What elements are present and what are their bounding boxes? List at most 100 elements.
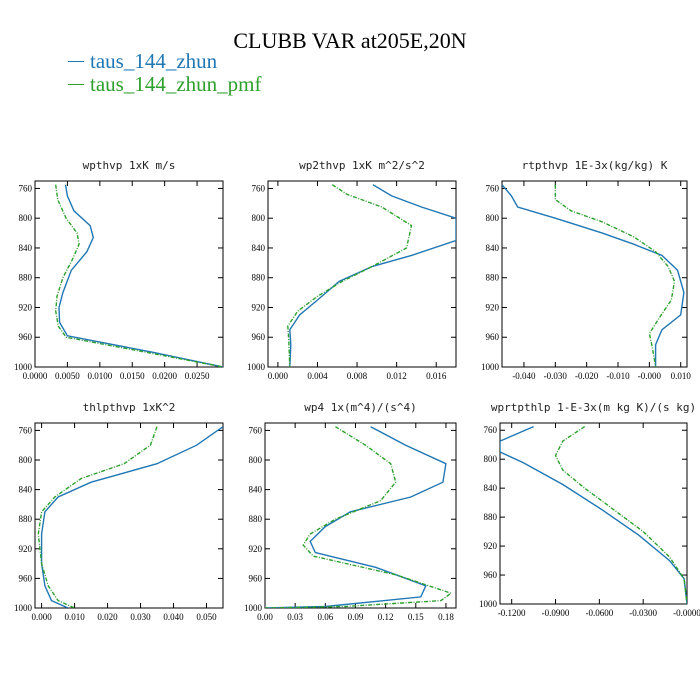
legend-swatch-zhun	[68, 61, 84, 62]
x-tick-label: -0.0600	[585, 608, 613, 618]
y-tick-label: 920	[484, 541, 498, 551]
y-tick-label: 800	[19, 213, 33, 223]
x-tick-label: -0.0300	[629, 608, 657, 618]
legend-entry-pmf: taus_144_zhun_pmf	[68, 73, 261, 96]
y-tick-label: 1000	[244, 603, 263, 613]
y-tick-label: 840	[486, 243, 500, 253]
y-tick-label: 920	[19, 302, 33, 312]
x-tick-label: 0.03	[287, 612, 303, 622]
series-line-pmf	[554, 184, 676, 367]
x-tick-label: 0.010	[64, 612, 85, 622]
chart-main-title: CLUBB VAR at205E,20N	[233, 28, 467, 53]
y-tick-label: 880	[486, 273, 500, 283]
y-tick-label: 1000	[14, 362, 33, 372]
x-tick-label: -0.020	[575, 371, 599, 381]
y-tick-label: 1000	[14, 603, 33, 613]
x-tick-label: 0.012	[387, 371, 407, 381]
y-tick-label: 760	[486, 183, 500, 193]
legend-label-pmf: taus_144_zhun_pmf	[90, 72, 262, 96]
y-tick-label: 920	[19, 544, 33, 554]
panel-6: wprtpthlp 1-E-3x(m kg K)/(s kg) 760 800 840…	[479, 401, 700, 618]
y-tick-label: 1000	[247, 362, 266, 372]
y-tick-label: 1000	[479, 599, 498, 609]
series-line-zhun	[265, 426, 447, 608]
x-tick-label: 0.000	[268, 371, 289, 381]
x-tick-label: 0.12	[378, 612, 394, 622]
legend: taus_144_zhun taus_144_zhun_pmf	[68, 50, 261, 96]
series-line-pmf	[554, 426, 687, 604]
panel-title: wp2thvp 1xK m^2/s^2	[299, 159, 425, 172]
y-tick-label: 960	[484, 570, 498, 580]
y-tick-label: 1000	[481, 362, 500, 372]
x-tick-label: 0.15	[408, 612, 424, 622]
y-tick-label: 840	[19, 485, 33, 495]
y-tick-label: 960	[249, 573, 263, 583]
plot-frame	[501, 180, 688, 368]
x-tick-label: 0.020	[97, 612, 118, 622]
y-tick-label: 760	[19, 425, 33, 435]
y-tick-label: 880	[252, 273, 266, 283]
series-line-pmf	[287, 184, 413, 367]
series-line-zhun	[500, 425, 687, 604]
x-tick-label: -0.040	[512, 371, 536, 381]
plot-frame	[267, 180, 457, 368]
x-tick-label: 0.010	[671, 371, 692, 381]
plot-frame	[34, 180, 224, 368]
y-tick-label: 800	[486, 213, 500, 223]
plot-frame	[34, 422, 224, 609]
x-tick-label: -0.1200	[498, 608, 526, 618]
panel-3: rtpthvp 1E-3x(kg/kg) K 760 800 840 880 920 960…	[481, 159, 691, 381]
x-tick-label: -0.0900	[542, 608, 570, 618]
y-tick-label: 800	[484, 454, 498, 464]
series-line-zhun	[40, 426, 223, 608]
y-tick-label: 920	[252, 302, 266, 312]
y-tick-label: 800	[19, 455, 33, 465]
x-tick-label: 0.050	[196, 612, 217, 622]
y-tick-label: 880	[249, 514, 263, 524]
legend-swatch-pmf	[68, 84, 84, 85]
x-tick-label: 0.004	[307, 371, 328, 381]
x-tick-label: 0.00	[257, 612, 273, 622]
y-tick-label: 760	[252, 183, 266, 193]
series-line-pmf	[37, 426, 158, 608]
legend-label-zhun: taus_144_zhun	[90, 49, 218, 73]
x-tick-label: 0.06	[317, 612, 333, 622]
x-tick-label: -0.000	[638, 371, 662, 381]
x-tick-label: 0.0200	[152, 371, 177, 381]
x-tick-label: 0.000	[31, 612, 52, 622]
panel-4: thlpthvp 1xK^2 760 800 840 880 920 960 10000.00…	[14, 401, 224, 622]
y-tick-label: 880	[19, 514, 33, 524]
series-line-zhun	[58, 184, 223, 367]
x-tick-label: -0.0000	[673, 608, 700, 618]
series-line-zhun	[502, 184, 685, 367]
x-tick-label: 0.0100	[87, 371, 112, 381]
y-tick-label: 760	[484, 425, 498, 435]
series-line-pmf	[265, 426, 453, 608]
panel-title: rtpthvp 1E-3x(kg/kg) K	[522, 159, 668, 172]
y-tick-label: 800	[252, 213, 266, 223]
legend-entry-zhun: taus_144_zhun	[68, 50, 261, 73]
y-tick-label: 880	[484, 512, 498, 522]
y-tick-label: 960	[19, 332, 33, 342]
y-tick-label: 960	[252, 332, 266, 342]
panel-2: wp2thvp 1xK m^2/s^2 760 800 840 880 920 960 100…	[247, 159, 457, 381]
y-tick-label: 800	[249, 455, 263, 465]
series-line-zhun	[289, 184, 456, 367]
x-tick-label: 0.016	[426, 371, 447, 381]
x-tick-label: 0.008	[347, 371, 368, 381]
panel-title: wpthvp 1xK m/s	[83, 159, 176, 172]
x-tick-label: -0.030	[544, 371, 568, 381]
y-tick-label: 920	[249, 544, 263, 554]
plot-frame	[264, 422, 457, 609]
y-tick-label: 920	[486, 302, 500, 312]
x-tick-label: 0.030	[130, 612, 151, 622]
panel-1: wpthvp 1xK m/s76080084088092096010000.00…	[14, 159, 224, 381]
y-tick-label: 960	[19, 573, 33, 583]
y-tick-label: 840	[19, 243, 33, 253]
x-tick-label: 0.0150	[120, 371, 145, 381]
x-tick-label: -0.010	[606, 371, 630, 381]
x-tick-label: 0.0050	[55, 371, 80, 381]
y-tick-label: 760	[249, 425, 263, 435]
x-tick-label: 0.0000	[23, 371, 48, 381]
